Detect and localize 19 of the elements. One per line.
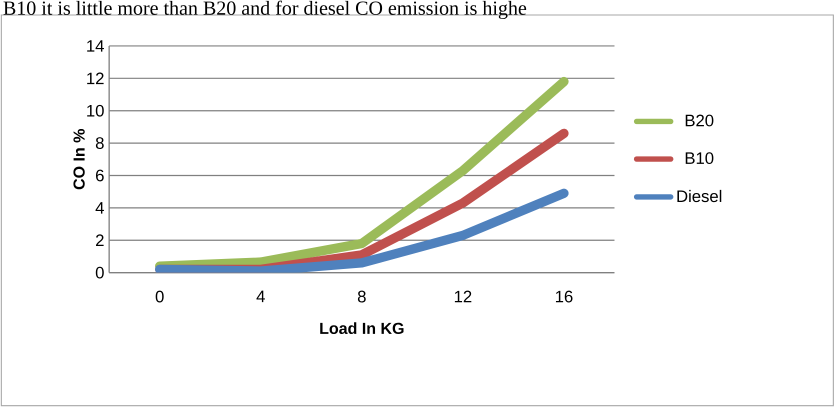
x-axis-title: Load In KG	[320, 322, 404, 334]
y-tick-label: 12	[87, 72, 104, 84]
y-tick-label: 14	[87, 40, 104, 52]
legend-label: Diesel	[677, 190, 722, 202]
y-tick-label: 4	[96, 202, 104, 214]
y-axis-title: CO In %	[73, 129, 85, 190]
legend-label: B10	[686, 152, 714, 164]
legend-label: B20	[686, 114, 714, 126]
text: B10 it is little more than B20 and for diesel CO emission is highe	[4, 0, 526, 19]
y-tick-label: 8	[96, 137, 104, 149]
x-tick-label: 4	[256, 290, 265, 302]
x-tick-label: 8	[358, 290, 366, 302]
y-tick-label: 2	[96, 234, 104, 246]
y-tick-label: 10	[87, 104, 104, 117]
y-tick-label: 6	[96, 170, 104, 182]
y-tick-label: 0	[96, 266, 104, 279]
x-tick-label: 0	[156, 290, 164, 302]
x-tick-label: 16	[556, 290, 572, 302]
x-tick-label: 12	[454, 290, 472, 302]
